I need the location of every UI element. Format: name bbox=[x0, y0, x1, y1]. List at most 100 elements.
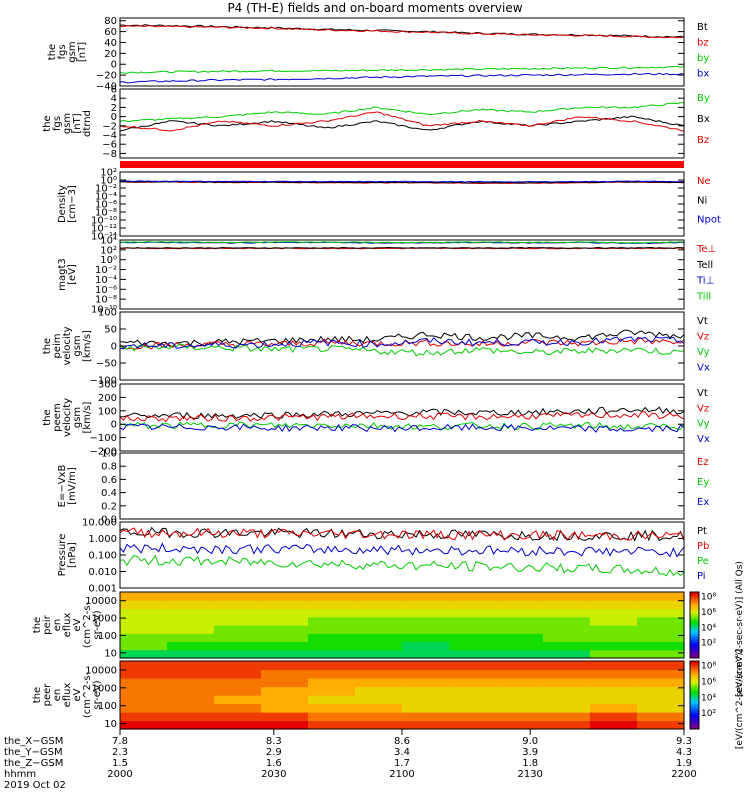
heatmap-cell bbox=[214, 649, 262, 659]
heatmap-cell bbox=[402, 625, 450, 634]
legend-label: Pe bbox=[697, 556, 709, 567]
heatmap-cell bbox=[308, 633, 356, 643]
heatmap-cell bbox=[261, 641, 309, 651]
x-tick-label: 9.3 bbox=[676, 736, 692, 747]
y-axis-label: [nPa] bbox=[67, 542, 78, 568]
heatmap-cell bbox=[637, 625, 685, 634]
colorbar-segment bbox=[690, 641, 699, 644]
y-axis-label: magt3 bbox=[57, 258, 68, 291]
heatmap-cell bbox=[308, 608, 356, 618]
colorbar-segment bbox=[690, 601, 699, 605]
y-tick-label: 10⁻¹⁴ bbox=[91, 232, 117, 243]
heatmap-cell bbox=[590, 641, 638, 651]
y-tick-label: 10⁴ bbox=[100, 236, 117, 247]
heatmap-cell bbox=[543, 625, 591, 634]
y-tick-label: 0.100 bbox=[88, 551, 117, 562]
colorbar-tick-label: 10⁸ bbox=[701, 593, 716, 603]
heatmap-cell bbox=[120, 703, 168, 713]
y-tick-label: 40 bbox=[104, 38, 117, 49]
heatmap-cell bbox=[402, 600, 450, 610]
y-tick-label: 300 bbox=[98, 380, 117, 391]
colorbar-frame bbox=[689, 660, 700, 730]
heatmap-cell bbox=[214, 608, 262, 618]
colorbar-segment bbox=[690, 610, 699, 613]
heatmap-cell bbox=[496, 608, 544, 618]
heatmap-cell bbox=[355, 641, 403, 651]
colorbar-segment bbox=[690, 710, 699, 713]
colorbar-segment bbox=[690, 626, 699, 629]
heatmap-cell bbox=[214, 669, 262, 679]
heatmap-cell bbox=[120, 661, 168, 671]
x-tick-label: 2100 bbox=[389, 769, 414, 780]
heatmap-cell bbox=[543, 608, 591, 618]
heatmap-cell bbox=[261, 625, 309, 634]
colorbar-tick-label: 10⁶ bbox=[701, 678, 716, 688]
heatmap-cell bbox=[637, 649, 685, 659]
y-tick-label: 10 bbox=[104, 648, 117, 659]
heatmap-cell bbox=[543, 669, 591, 679]
x-tick-label: 7.8 bbox=[112, 736, 128, 747]
heatmap-cell bbox=[543, 678, 591, 688]
heatmap-cell bbox=[355, 695, 403, 705]
heatmap-cell bbox=[261, 600, 309, 610]
colorbar-segment bbox=[690, 595, 699, 598]
heatmap-cell bbox=[590, 703, 638, 713]
legend-label: Vx bbox=[697, 363, 710, 374]
x-row-label: the_Z−GSM bbox=[4, 758, 63, 769]
heatmap-cell bbox=[355, 661, 403, 671]
legend-label: Vx bbox=[697, 434, 710, 445]
heatmap-cell bbox=[261, 649, 309, 659]
heatmap-cell bbox=[308, 678, 356, 688]
x-tick-label: 2200 bbox=[671, 769, 696, 780]
x-tick-label: 9.0 bbox=[522, 736, 538, 747]
x-row-label: hhmm bbox=[4, 769, 36, 780]
colorbar-segment bbox=[690, 651, 699, 654]
heatmap-cell bbox=[355, 592, 403, 601]
heatmap-cell bbox=[308, 669, 356, 679]
legend-label: Tell bbox=[696, 260, 713, 271]
colorbar-tick-label: 10⁴ bbox=[701, 623, 716, 633]
series-line-till bbox=[119, 241, 685, 244]
heatmap-cell bbox=[543, 661, 591, 671]
legend-label: Te⊥ bbox=[696, 244, 716, 255]
series-line-vz bbox=[119, 337, 685, 350]
heatmap-cell bbox=[120, 669, 168, 679]
y-axis-label: sr-eV) bbox=[92, 610, 103, 639]
heatmap-cell bbox=[590, 616, 638, 626]
y-tick-label: 0 bbox=[111, 342, 117, 353]
heatmap-cell bbox=[355, 625, 403, 634]
x-tick-label: 2.3 bbox=[112, 747, 128, 758]
colorbar-segment bbox=[690, 689, 699, 693]
heatmap-cell bbox=[355, 616, 403, 626]
colorbar-segment bbox=[690, 700, 699, 703]
heatmap-cell bbox=[449, 600, 497, 610]
heatmap-cell bbox=[449, 608, 497, 618]
panel-frame bbox=[119, 591, 685, 659]
y-tick-label: 1.000 bbox=[88, 534, 117, 545]
x-tick-label: 1.9 bbox=[676, 758, 692, 769]
colorbar-segment bbox=[690, 679, 699, 682]
colorbar-segment bbox=[690, 654, 699, 657]
colorbar-segment bbox=[690, 723, 699, 727]
legend-label: Till bbox=[696, 291, 711, 302]
y-axis-label: the bbox=[42, 115, 53, 131]
heatmap-cell bbox=[543, 695, 591, 705]
heatmap-cell bbox=[214, 661, 262, 671]
heatmap-cell bbox=[214, 641, 262, 651]
y-axis-label: eflux bbox=[62, 683, 73, 708]
heatmap-cell bbox=[496, 625, 544, 634]
colorbar-segment bbox=[690, 633, 699, 636]
x-tick-label: 1.7 bbox=[394, 758, 410, 769]
y-axis-label: peim bbox=[52, 333, 63, 358]
heatmap-cell bbox=[355, 649, 403, 659]
colorbar-segment bbox=[690, 662, 699, 665]
colorbar-frame bbox=[689, 591, 700, 659]
heatmap-cell bbox=[120, 616, 168, 626]
legend-label: Pi bbox=[697, 571, 706, 582]
y-tick-label: 0 bbox=[111, 60, 117, 71]
heatmap-cell bbox=[120, 592, 168, 601]
heatmap-cell bbox=[496, 641, 544, 651]
colorbar-segment bbox=[690, 706, 699, 710]
colorbar-segment bbox=[690, 686, 699, 689]
colorbar-segment bbox=[690, 678, 699, 681]
